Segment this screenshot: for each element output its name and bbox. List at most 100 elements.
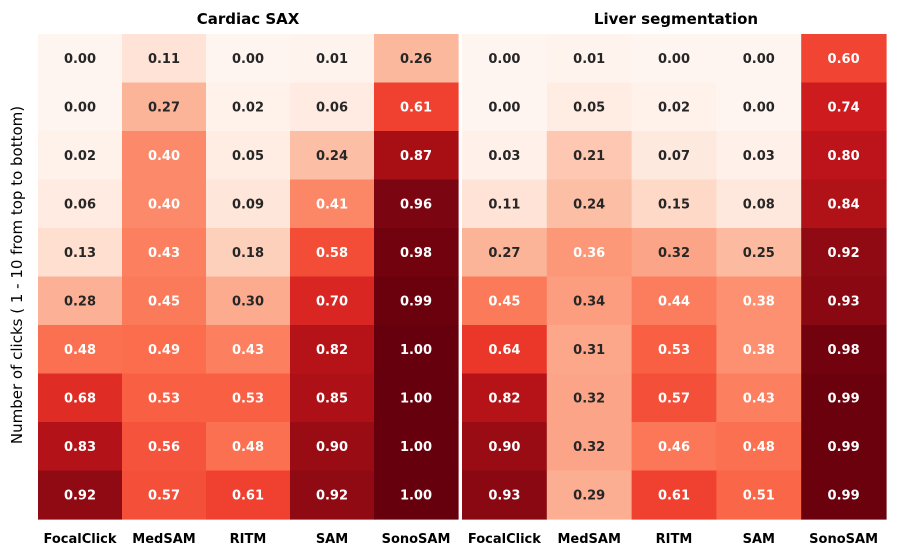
cell-value-label: 1.00 xyxy=(400,391,432,406)
cell-value-label: 0.24 xyxy=(316,149,348,164)
cell-value-label: 0.25 xyxy=(743,246,775,261)
cell-value-label: 1.00 xyxy=(400,440,432,455)
cell-value-label: 0.92 xyxy=(828,246,860,261)
heatmap-cell xyxy=(122,131,207,181)
heatmap-cell xyxy=(38,179,123,229)
cell-value-label: 0.09 xyxy=(232,197,264,212)
heatmap-cell xyxy=(462,373,548,423)
cell-value-label: 0.61 xyxy=(400,100,432,115)
cell-value-label: 0.80 xyxy=(828,149,860,164)
heatmap-cell xyxy=(374,34,459,84)
heatmap-cell xyxy=(716,470,802,520)
heatmap-cell xyxy=(38,82,123,132)
cell-value-label: 0.34 xyxy=(573,294,605,309)
cell-value-label: 0.00 xyxy=(232,52,264,67)
heatmap-cell xyxy=(122,276,207,326)
heatmap-cell xyxy=(38,325,123,375)
heatmap-cell xyxy=(631,422,717,472)
x-tick-labels: FocalClick MedSAM RITM SAM SonoSAM xyxy=(468,532,878,547)
x-tick-label: SAM xyxy=(743,532,775,547)
heatmap-cell xyxy=(290,34,375,84)
heatmap-cell xyxy=(546,131,633,181)
cell-value-label: 0.43 xyxy=(232,343,264,358)
cell-value-label: 0.00 xyxy=(64,100,96,115)
cell-value-label: 0.18 xyxy=(232,246,264,261)
heatmap-cell xyxy=(206,82,291,132)
heatmap-cell xyxy=(290,276,375,326)
heatmap-cell xyxy=(374,276,459,326)
heatmap-cell xyxy=(122,422,207,472)
cell-value-label: 0.02 xyxy=(658,100,690,115)
cell-value-label: 0.27 xyxy=(148,100,180,115)
heatmap-cell xyxy=(631,470,717,520)
cell-value-label: 1.00 xyxy=(400,343,432,358)
cell-value-label: 0.05 xyxy=(573,100,605,115)
heatmap-cell xyxy=(716,228,802,278)
x-tick-label: MedSAM xyxy=(557,532,620,547)
heatmap-cell xyxy=(38,276,123,326)
heatmap-cell xyxy=(631,179,717,229)
cell-value-label: 0.56 xyxy=(148,440,180,455)
cell-value-label: 0.00 xyxy=(64,52,96,67)
heatmap-cell xyxy=(546,179,633,229)
cell-value-label: 0.98 xyxy=(400,246,432,261)
heatmap-cell xyxy=(801,82,887,132)
cell-value-label: 0.40 xyxy=(148,149,180,164)
heatmap-cell xyxy=(462,422,548,472)
heatmap-cell xyxy=(716,373,802,423)
cell-value-label: 0.02 xyxy=(232,100,264,115)
cell-value-label: 0.43 xyxy=(743,391,775,406)
heatmap-cell xyxy=(38,373,123,423)
heatmap-cell xyxy=(374,228,459,278)
heatmap-cell xyxy=(290,373,375,423)
cell-value-label: 0.11 xyxy=(148,52,180,67)
cell-value-label: 0.30 xyxy=(232,294,264,309)
cell-value-label: 0.51 xyxy=(743,488,775,503)
cell-value-label: 0.70 xyxy=(316,294,348,309)
heatmap-cell xyxy=(462,325,548,375)
heatmap-cell xyxy=(546,325,633,375)
heatmap-cell xyxy=(206,179,291,229)
heatmap-cell xyxy=(801,131,887,181)
heatmap-cell xyxy=(38,422,123,472)
heatmap-cell xyxy=(122,34,207,84)
heatmap-cell xyxy=(38,131,123,181)
heatmap-cell xyxy=(801,325,887,375)
cell-value-label: 0.84 xyxy=(828,197,860,212)
cell-value-label: 0.53 xyxy=(148,391,180,406)
cell-value-label: 0.96 xyxy=(400,197,432,212)
cell-value-label: 0.99 xyxy=(400,294,432,309)
cell-value-label: 0.05 xyxy=(232,149,264,164)
cell-value-label: 0.38 xyxy=(743,294,775,309)
heatmap-cell xyxy=(716,276,802,326)
panel-liver-segmentation: Liver segmentation 0.00 0.01 0.00 0.00 0.600… xyxy=(462,10,887,547)
cell-value-label: 0.64 xyxy=(488,343,520,358)
heatmap-cell xyxy=(122,228,207,278)
x-tick-label: SAM xyxy=(316,532,348,547)
cell-value-label: 0.93 xyxy=(828,294,860,309)
cell-value-label: 0.03 xyxy=(743,149,775,164)
panel-title: Liver segmentation xyxy=(594,10,758,28)
panel-cardiac-sax: Cardiac SAX 0.00 0.11 0.00 0.01 0.26 0.00 0.27… xyxy=(38,10,459,547)
heatmap-cell xyxy=(122,82,207,132)
x-tick-label: SonoSAM xyxy=(382,532,451,547)
heatmap-cell xyxy=(38,34,123,84)
heatmap-cell xyxy=(716,131,802,181)
cell-value-label: 0.08 xyxy=(743,197,775,212)
heatmap-cell xyxy=(206,276,291,326)
heatmap-cell xyxy=(374,373,459,423)
heatmap-cell xyxy=(546,276,633,326)
heatmap-cell xyxy=(122,325,207,375)
heatmap-cell xyxy=(801,422,887,472)
cell-value-label: 0.31 xyxy=(573,343,605,358)
cell-value-label: 0.82 xyxy=(316,343,348,358)
cell-value-label: 0.26 xyxy=(400,52,432,67)
heatmap-cell xyxy=(290,422,375,472)
cell-value-label: 0.48 xyxy=(232,440,264,455)
cell-value-label: 0.00 xyxy=(743,100,775,115)
cell-value-label: 0.00 xyxy=(743,52,775,67)
cell-value-label: 0.48 xyxy=(64,343,96,358)
heatmap-cell xyxy=(374,325,459,375)
cell-value-label: 0.15 xyxy=(658,197,690,212)
